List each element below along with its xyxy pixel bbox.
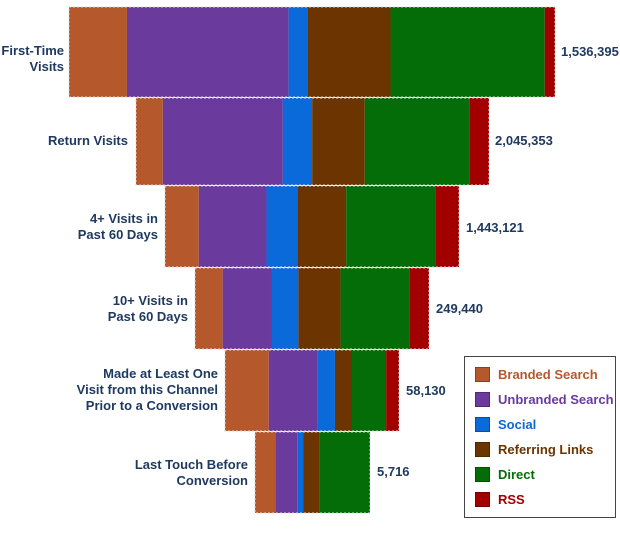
row-label-10plus-visits: 10+ Visits in Past 60 Days <box>107 293 188 324</box>
legend-item-rss: RSS <box>475 491 525 507</box>
bar-segment-referring-links-row-1 <box>307 7 391 97</box>
legend-item-branded-search: Branded Search <box>475 366 598 382</box>
bar-segment-direct-row-6 <box>319 432 370 513</box>
bar-segment-rss-row-3 <box>435 186 459 267</box>
funnel-row-outline-2 <box>135 97 490 186</box>
funnel-row-outline-3 <box>164 185 460 268</box>
legend-item-social: Social <box>475 416 536 432</box>
row-value-first-time-visits: 1,536,395 <box>561 44 619 59</box>
legend-label-unbranded-search: Unbranded Search <box>498 391 614 407</box>
legend-label-rss: RSS <box>498 491 525 507</box>
bar-segment-rss-row-5 <box>386 350 399 431</box>
bar-segment-referring-links-row-5 <box>334 350 352 431</box>
bar-segment-unbranded-search-row-1 <box>126 7 289 97</box>
row-label-first-time-visits: First-Time Visits <box>1 43 64 74</box>
bar-segment-referring-links-row-4 <box>298 268 341 349</box>
legend-swatch-social <box>475 416 490 432</box>
bar-segment-social-row-3 <box>266 186 298 267</box>
legend-label-referring-links: Referring Links <box>498 441 594 457</box>
legend-swatch-referring-links <box>475 441 490 457</box>
legend-item-unbranded-search: Unbranded Search <box>475 391 614 407</box>
row-label-last-touch: Last Touch Before Conversion <box>134 457 248 488</box>
bar-segment-unbranded-search-row-5 <box>268 350 318 431</box>
legend-item-direct: Direct <box>475 466 535 482</box>
legend-swatch-branded-search <box>475 366 490 382</box>
legend-swatch-unbranded-search <box>475 391 490 407</box>
bar-segment-social-row-1 <box>288 7 308 97</box>
legend-swatch-direct <box>475 466 490 482</box>
bar-segment-unbranded-search-row-6 <box>275 432 298 513</box>
bar-segment-direct-row-1 <box>390 7 545 97</box>
bar-segment-social-row-6 <box>297 432 304 513</box>
row-value-4plus-visits: 1,443,121 <box>466 220 524 235</box>
legend-label-branded-search: Branded Search <box>498 366 598 382</box>
row-label-4plus-visits: 4+ Visits in Past 60 Days <box>77 211 158 242</box>
bar-segment-direct-row-3 <box>346 186 436 267</box>
bar-segment-referring-links-row-6 <box>303 432 320 513</box>
bar-segment-referring-links-row-2 <box>312 98 365 185</box>
row-label-prior-to-conversion: Made at Least One Visit from this Channe… <box>76 366 218 413</box>
row-label-return-visits: Return Visits <box>48 133 128 148</box>
bar-segment-branded-search-row-6 <box>255 432 276 513</box>
bar-segment-social-row-5 <box>317 350 335 431</box>
row-value-prior-to-conversion: 58,130 <box>406 383 446 398</box>
row-value-10plus-visits: 249,440 <box>436 301 483 316</box>
bar-segment-direct-row-2 <box>364 98 470 185</box>
bar-segment-branded-search-row-4 <box>195 268 223 349</box>
bar-segment-direct-row-5 <box>352 350 387 431</box>
bar-segment-unbranded-search-row-2 <box>162 98 283 185</box>
legend-swatch-rss <box>475 491 490 507</box>
bar-segment-unbranded-search-row-4 <box>222 268 272 349</box>
bar-segment-rss-row-1 <box>544 7 555 97</box>
chart-legend: Branded Search Unbranded Search Social R… <box>464 356 616 518</box>
row-value-return-visits: 2,045,353 <box>495 133 553 148</box>
legend-item-referring-links: Referring Links <box>475 441 593 457</box>
bar-segment-rss-row-2 <box>469 98 489 185</box>
bar-segment-referring-links-row-3 <box>297 186 347 267</box>
bar-segment-social-row-2 <box>282 98 313 185</box>
bar-segment-branded-search-row-2 <box>136 98 163 185</box>
bar-segment-unbranded-search-row-3 <box>198 186 267 267</box>
bar-segment-branded-search-row-1 <box>69 7 127 97</box>
bar-segment-direct-row-4 <box>340 268 410 349</box>
funnel-row-outline-4 <box>194 267 430 350</box>
legend-label-direct: Direct <box>498 466 535 482</box>
legend-label-social: Social <box>498 416 537 432</box>
bar-segment-branded-search-row-5 <box>225 350 269 431</box>
bar-segment-rss-row-4 <box>409 268 429 349</box>
funnel-row-outline-5 <box>224 349 400 432</box>
bar-segment-branded-search-row-3 <box>165 186 199 267</box>
funnel-row-outline-6 <box>254 431 371 514</box>
bar-segment-social-row-4 <box>271 268 299 349</box>
row-value-last-touch: 5,716 <box>377 464 410 479</box>
